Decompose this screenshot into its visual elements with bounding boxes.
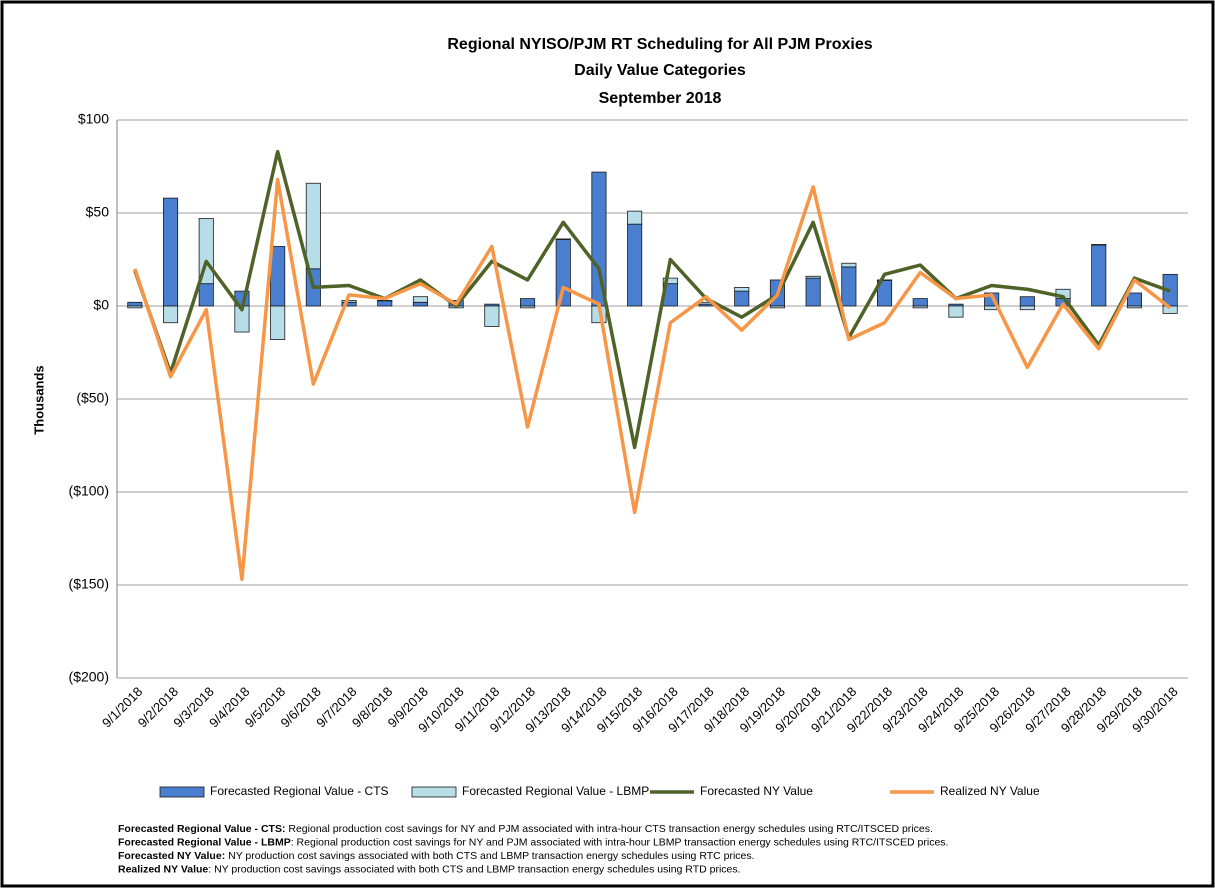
bar — [484, 305, 500, 327]
bar — [627, 223, 643, 307]
bar — [948, 305, 964, 318]
bar — [305, 182, 321, 270]
bar — [841, 266, 857, 307]
y-tick-label: ($200) — [69, 669, 109, 685]
line — [133, 177, 1172, 582]
bar — [1091, 244, 1107, 246]
bar — [270, 305, 286, 340]
legend-swatch — [411, 786, 457, 798]
bar — [627, 210, 643, 225]
line — [133, 149, 1171, 450]
note-term: Forecasted Regional Value - LBMP — [118, 836, 291, 848]
y-tick-label: ($50) — [76, 390, 109, 406]
y-tick-label: ($100) — [69, 483, 109, 499]
bar — [662, 277, 678, 285]
note-term: Realized NY Value — [118, 863, 208, 875]
bar — [127, 305, 143, 309]
y-tick-label: $100 — [78, 111, 109, 127]
bar — [1091, 244, 1107, 307]
bar — [198, 283, 214, 307]
note-text: : NY production cost savings associated … — [208, 863, 740, 875]
bar — [270, 246, 286, 307]
legend-swatch — [159, 786, 205, 798]
note-text: Regional production cost savings for NY … — [285, 823, 932, 835]
note-term: Forecasted Regional Value - CTS: — [118, 823, 285, 835]
note: Forecasted Regional Value - CTS: Regiona… — [118, 823, 933, 835]
note: Forecasted NY Value: NY production cost … — [118, 850, 755, 862]
chart-period: September 2018 — [599, 90, 722, 107]
bar — [1019, 296, 1035, 307]
legend-label: Forecasted NY Value — [700, 784, 813, 798]
y-axis-title: Thousands — [31, 365, 46, 434]
note-text: : Regional production cost savings for N… — [291, 836, 949, 848]
note-text: NY production cost savings associated wi… — [225, 850, 754, 862]
bar — [734, 286, 750, 292]
bar — [377, 300, 393, 302]
chart-subtitle: Daily Value Categories — [574, 62, 746, 79]
bar — [555, 238, 571, 240]
bar — [1019, 305, 1035, 311]
chart-title: Regional NYISO/PJM RT Scheduling for All… — [447, 36, 872, 53]
bar — [341, 300, 357, 303]
bar — [1126, 305, 1142, 309]
y-tick-label: $50 — [86, 204, 110, 220]
bar — [805, 277, 821, 307]
legend-label: Forecasted Regional Value - LBMP — [462, 784, 649, 798]
bar — [412, 301, 428, 307]
legend-label: Forecasted Regional Value - CTS — [210, 784, 389, 798]
legend-label: Realized NY Value — [940, 784, 1040, 798]
bar — [412, 296, 428, 303]
y-tick-label: $0 — [93, 297, 109, 313]
bar — [163, 197, 179, 307]
bar — [912, 305, 928, 309]
bar — [769, 305, 785, 309]
bar — [805, 275, 821, 279]
bar — [520, 305, 536, 309]
bar — [127, 301, 143, 307]
note-term: Forecasted NY Value: — [118, 850, 225, 862]
note: Forecasted Regional Value - LBMP: Region… — [118, 836, 948, 848]
bar — [520, 298, 536, 307]
bar — [1126, 292, 1142, 307]
bar — [841, 262, 857, 268]
bar — [555, 238, 571, 307]
bar — [877, 279, 893, 281]
y-tick-label: ($150) — [69, 576, 109, 592]
bar — [912, 298, 928, 307]
bar — [734, 290, 750, 307]
note: Realized NY Value: NY production cost sa… — [118, 863, 741, 875]
bar — [163, 305, 179, 324]
